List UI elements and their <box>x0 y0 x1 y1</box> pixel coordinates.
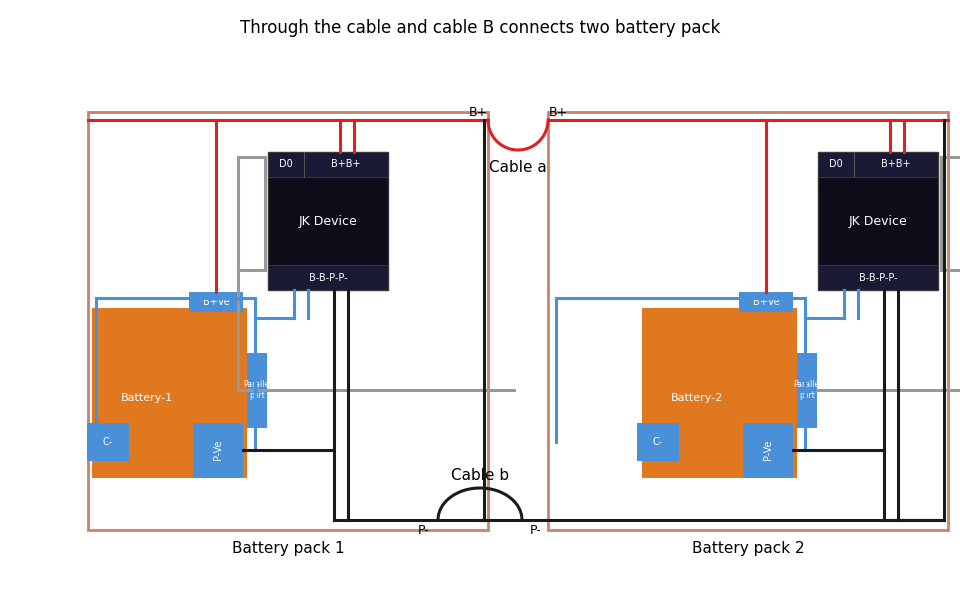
Text: P-Ve: P-Ve <box>763 440 773 460</box>
Text: Battery-2: Battery-2 <box>671 393 723 403</box>
Text: B+: B+ <box>468 106 488 119</box>
Bar <box>193 423 243 478</box>
Bar <box>818 152 938 290</box>
Bar <box>92 308 247 478</box>
Bar <box>797 353 817 428</box>
Bar <box>268 152 388 290</box>
Text: C-: C- <box>103 437 113 447</box>
Text: B+B+: B+B+ <box>881 159 911 169</box>
Bar <box>642 308 797 478</box>
Bar <box>743 423 793 478</box>
Bar <box>548 112 948 530</box>
Bar <box>818 152 938 177</box>
Text: P-: P- <box>530 524 541 537</box>
Text: B+Ve: B+Ve <box>753 297 780 307</box>
Text: D0: D0 <box>279 159 293 169</box>
Bar <box>88 112 488 530</box>
Text: B-B-P-P-: B-B-P-P- <box>309 273 348 283</box>
Text: C-: C- <box>653 437 663 447</box>
Text: JK Device: JK Device <box>299 215 357 228</box>
Text: Battery pack 1: Battery pack 1 <box>231 540 345 556</box>
Text: B+: B+ <box>548 106 567 119</box>
Bar <box>818 265 938 290</box>
Bar <box>247 353 267 428</box>
Bar <box>189 292 243 312</box>
Text: Through the cable and cable B connects two battery pack: Through the cable and cable B connects t… <box>240 19 720 37</box>
Bar <box>637 423 679 461</box>
Text: JK Device: JK Device <box>849 215 907 228</box>
Text: P-Ve: P-Ve <box>213 440 223 460</box>
Bar <box>268 152 388 177</box>
Text: Parallel
port: Parallel port <box>793 380 821 400</box>
Text: P-: P- <box>419 524 430 537</box>
Text: Parallel
port: Parallel port <box>243 380 271 400</box>
Text: Cable a: Cable a <box>490 161 547 176</box>
Bar <box>87 423 129 461</box>
Text: B+B+: B+B+ <box>331 159 361 169</box>
Text: D0: D0 <box>829 159 843 169</box>
Text: B-B-P-P-: B-B-P-P- <box>858 273 898 283</box>
Bar <box>739 292 793 312</box>
Text: Battery pack 2: Battery pack 2 <box>692 540 804 556</box>
Text: Battery-1: Battery-1 <box>121 393 173 403</box>
Text: Cable b: Cable b <box>451 467 509 483</box>
Text: B+Ve: B+Ve <box>203 297 229 307</box>
Bar <box>268 265 388 290</box>
